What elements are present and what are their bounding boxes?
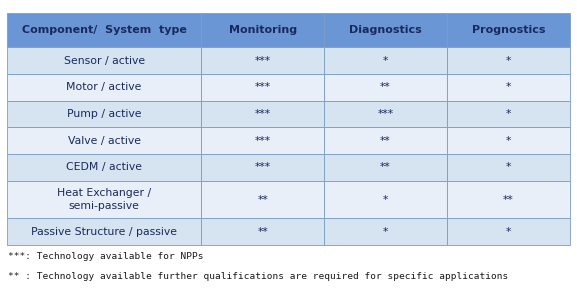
Bar bbox=[447, 13, 570, 47]
Text: ***: Technology available for NPPs: ***: Technology available for NPPs bbox=[8, 252, 204, 261]
Bar bbox=[7, 101, 201, 127]
Bar bbox=[447, 101, 570, 127]
Bar bbox=[7, 74, 201, 101]
Text: *: * bbox=[505, 227, 511, 237]
Text: ***: *** bbox=[254, 136, 271, 146]
Text: **: ** bbox=[380, 162, 391, 172]
Text: ***: *** bbox=[254, 56, 271, 66]
Bar bbox=[324, 181, 447, 218]
Text: Monitoring: Monitoring bbox=[228, 25, 297, 35]
Text: ***: *** bbox=[254, 82, 271, 92]
Text: ***: *** bbox=[254, 162, 271, 172]
Bar bbox=[7, 47, 201, 74]
Bar bbox=[324, 13, 447, 47]
Bar bbox=[324, 101, 447, 127]
Bar bbox=[447, 154, 570, 181]
Bar bbox=[7, 181, 201, 218]
Bar bbox=[447, 218, 570, 245]
Text: *: * bbox=[505, 162, 511, 172]
Bar bbox=[324, 127, 447, 154]
Text: **: ** bbox=[380, 136, 391, 146]
Bar bbox=[324, 154, 447, 181]
Bar bbox=[201, 74, 324, 101]
Text: **: ** bbox=[380, 82, 391, 92]
Text: *: * bbox=[383, 56, 388, 66]
Bar bbox=[7, 218, 201, 245]
Bar bbox=[201, 47, 324, 74]
Text: **: ** bbox=[257, 227, 268, 237]
Text: *: * bbox=[383, 227, 388, 237]
Bar bbox=[324, 47, 447, 74]
Text: *: * bbox=[505, 136, 511, 146]
Bar bbox=[447, 181, 570, 218]
Text: CEDM / active: CEDM / active bbox=[66, 162, 142, 172]
Bar bbox=[447, 74, 570, 101]
Text: *: * bbox=[383, 195, 388, 204]
Bar bbox=[7, 127, 201, 154]
Bar bbox=[201, 181, 324, 218]
Text: Motor / active: Motor / active bbox=[66, 82, 142, 92]
Text: Valve / active: Valve / active bbox=[68, 136, 141, 146]
Bar bbox=[201, 101, 324, 127]
Bar bbox=[201, 13, 324, 47]
Text: Passive Structure / passive: Passive Structure / passive bbox=[31, 227, 177, 237]
Text: ***: *** bbox=[377, 109, 394, 119]
Bar bbox=[201, 218, 324, 245]
Bar bbox=[201, 154, 324, 181]
Text: Pump / active: Pump / active bbox=[67, 109, 141, 119]
Text: Heat Exchanger /
semi-passive: Heat Exchanger / semi-passive bbox=[57, 188, 151, 211]
Bar bbox=[7, 13, 201, 47]
Bar bbox=[324, 74, 447, 101]
Text: Component/  System  type: Component/ System type bbox=[21, 25, 186, 35]
Text: Diagnostics: Diagnostics bbox=[349, 25, 422, 35]
Text: *: * bbox=[505, 56, 511, 66]
Text: **: ** bbox=[257, 195, 268, 204]
Text: Prognostics: Prognostics bbox=[471, 25, 545, 35]
Text: ** : Technology available further qualifications are required for specific appli: ** : Technology available further qualif… bbox=[8, 272, 508, 281]
Text: ***: *** bbox=[254, 109, 271, 119]
Text: *: * bbox=[505, 82, 511, 92]
Text: *: * bbox=[505, 109, 511, 119]
Bar bbox=[447, 127, 570, 154]
Bar bbox=[7, 154, 201, 181]
Text: Sensor / active: Sensor / active bbox=[63, 56, 145, 66]
Bar bbox=[201, 127, 324, 154]
Text: **: ** bbox=[503, 195, 514, 204]
Bar bbox=[447, 47, 570, 74]
Bar bbox=[324, 218, 447, 245]
